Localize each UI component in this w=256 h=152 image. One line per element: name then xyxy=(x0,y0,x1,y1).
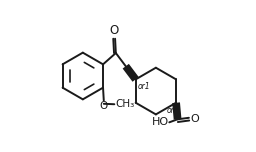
Text: HO: HO xyxy=(152,117,168,127)
Text: or1: or1 xyxy=(137,82,150,91)
Text: O: O xyxy=(100,101,108,111)
Text: or1: or1 xyxy=(167,106,180,115)
Text: CH₃: CH₃ xyxy=(115,99,134,109)
Text: O: O xyxy=(110,24,119,37)
Text: O: O xyxy=(191,114,199,124)
